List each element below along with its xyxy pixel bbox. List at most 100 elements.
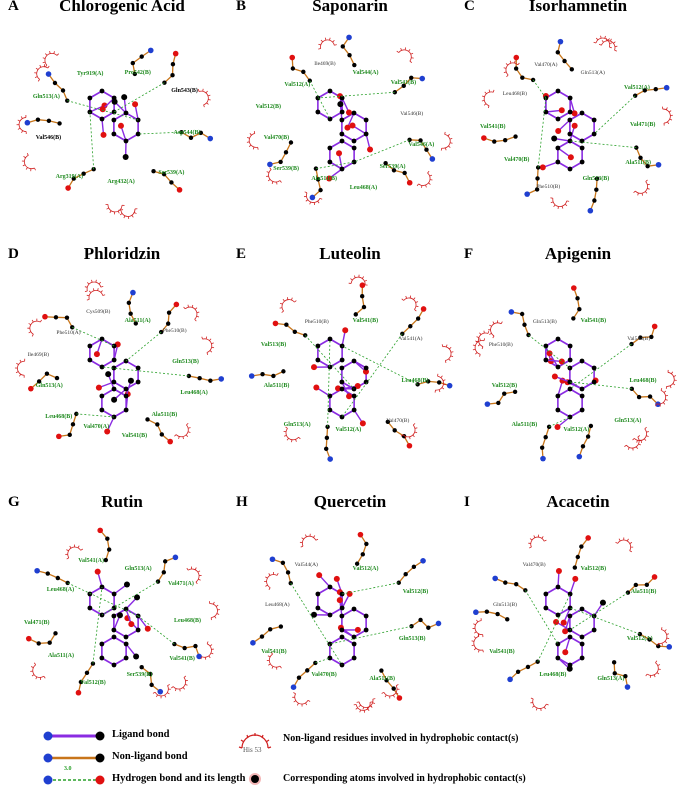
panel-f: F Apigenin Val541(B) Val544(B) Leu468(B) Gln5…: [464, 244, 685, 488]
residue-label: Val512(B): [491, 383, 518, 390]
residue-label: Phe510(B): [162, 327, 187, 334]
residue-label: Gln513(B): [532, 319, 557, 326]
residue-label: Val512(B): [80, 680, 106, 687]
residue-label: Val471(B): [24, 619, 50, 626]
residue-label: Val541(B): [169, 655, 195, 662]
residue-label: Leu468(A): [265, 602, 290, 609]
residue-label: Arg319(A): [55, 173, 83, 180]
residue-label: Ser539(A): [379, 164, 406, 171]
residue-label: Ala511(B): [625, 159, 652, 166]
residue-label: Gln513(B): [398, 635, 426, 642]
panel-letter: I: [464, 494, 470, 510]
residue-label: Leu468(B): [401, 378, 429, 384]
panel-letter: H: [236, 494, 248, 510]
residue-label: Val541(B): [352, 317, 379, 324]
legend-hydrophobic-example: His 53: [243, 746, 262, 754]
residue-label: Gln513(A): [283, 421, 311, 428]
residue-label: Val470(A): [83, 424, 110, 431]
residue-label: Gln513(B): [493, 602, 517, 609]
residue-label: Leu468(A): [180, 389, 208, 396]
panel-letter: B: [236, 0, 247, 14]
residue-label: Phe510(B): [488, 341, 513, 348]
residue-label: Ser539(A): [158, 169, 185, 176]
residue-label: Val470(B): [311, 672, 337, 679]
legend-ligand-bond: Ligand bond: [112, 729, 170, 740]
residue-label: Val470(B): [522, 562, 546, 569]
panel-title: Quercetin: [313, 492, 387, 511]
residue-label: Ala511(B): [369, 675, 395, 682]
residue-label: Val512(A): [626, 635, 653, 642]
panel-title: Apigenin: [544, 244, 612, 263]
residue-label: Val544(A): [294, 562, 318, 569]
ligplot-diagram: [248, 274, 454, 462]
residue-label: Val512(A): [624, 84, 650, 91]
panel-letter: A: [8, 0, 19, 14]
residue-label: Val541(A): [399, 336, 423, 343]
ligplot-diagram: [16, 47, 214, 219]
residue-label: Val512(A): [335, 426, 362, 433]
residue-label: Leu468(B): [173, 618, 201, 625]
residue-label: Ser539(B): [126, 672, 153, 678]
ligplot-diagram: [25, 527, 220, 699]
residue-label: Gln513(A): [35, 383, 63, 390]
legend-hbond-length: 3.0: [64, 766, 72, 772]
residue-label: Leu468(B): [45, 414, 73, 421]
panel-d: D Phloridzin Ala511(A) Phe510(B) Gln513(B) Le…: [8, 244, 236, 488]
residue-label: Val470(B): [386, 417, 410, 424]
residue-label: Leu468(B): [629, 378, 657, 384]
residue-label: Gln513(A): [580, 69, 605, 76]
residue-label: Val544(B): [627, 336, 651, 343]
residue-label: Val512(B): [255, 104, 282, 111]
residue-label: Phe510(B): [536, 184, 561, 191]
residue-label: Ala511(B): [511, 421, 538, 428]
residue-label: Val512(A): [563, 426, 590, 433]
residue-label: Ile469(B): [314, 60, 336, 67]
residue-label: Gln513(B): [172, 358, 199, 365]
residue-label: Val546(B): [35, 135, 62, 142]
panel-title: Isorhamnetin: [528, 0, 628, 15]
residue-label: Val541(A): [78, 558, 104, 565]
residue-label: Val513(B): [260, 341, 287, 348]
residue-label: Ala511(B): [630, 589, 657, 596]
legend-hbond: Hydrogen bond and its length: [112, 773, 246, 784]
legend-hydrophobic-atoms: Corresponding atoms involved in hydropho…: [283, 773, 526, 784]
residue-label: Val471(A): [168, 580, 194, 587]
residue-label: Val541(B): [489, 648, 515, 655]
residue-label: Ala511(B): [311, 176, 337, 183]
ligplot-diagram: [472, 285, 677, 462]
panel-title: Phloridzin: [83, 244, 161, 263]
residue-label: Val470(B): [503, 156, 530, 163]
ligplot-diagram: [246, 34, 453, 206]
panel-h: H Quercetin Val512(A) Val512(B) Gln513(B) Ala…: [236, 492, 464, 736]
ligplot-diagram: [14, 279, 225, 445]
residue-label: Leu468(A): [46, 586, 75, 593]
residue-label: Leu468(B): [539, 672, 567, 679]
residue-label: Tyr919(A): [76, 71, 104, 78]
residue-label: Val470(B): [263, 135, 290, 142]
residue-label: Gln513(A): [614, 417, 642, 424]
ligplot-diagram: [481, 35, 673, 214]
legend-hydrophobic-swatches: [238, 733, 272, 785]
residue-label: Val541(B): [261, 648, 287, 655]
residue-label: Ala511(A): [124, 317, 151, 324]
panel-letter: F: [464, 246, 474, 262]
panel-e: E Luteolin Val541(B) Val541(A) Leu468(B) Val4…: [236, 244, 464, 488]
residue-label: Val512(B): [580, 565, 607, 572]
residue-label: Val512(A): [352, 565, 379, 572]
panel-letter: D: [8, 246, 19, 262]
residue-label: Val546(B): [400, 110, 424, 117]
panel-b: B Saponarin Val544(A) Val541(B) Val546(B) Val…: [236, 0, 464, 240]
residue-label: Val541(B): [121, 433, 148, 440]
panel-i: I Acacetin Val512(B) Ala511(B) Val512(A) Gln5…: [464, 492, 685, 736]
panel-title: Luteolin: [319, 244, 381, 263]
residue-label: Ala511(B): [263, 383, 290, 390]
residue-label: Val541(B): [390, 79, 417, 86]
panel-a: A Chlorogenic Acid Pro542(B) Gln543(B) Asp54…: [8, 0, 236, 240]
residue-label: Ile469(B): [27, 352, 49, 359]
panel-title: Acacetin: [546, 492, 610, 511]
panel-title: Chlorogenic Acid: [59, 0, 185, 15]
residue-label: Ser539(B): [273, 166, 299, 173]
ligplot-diagram: [250, 531, 442, 713]
residue-label: Cys509(B): [86, 308, 111, 315]
residue-label: Leu468(A): [349, 185, 378, 192]
